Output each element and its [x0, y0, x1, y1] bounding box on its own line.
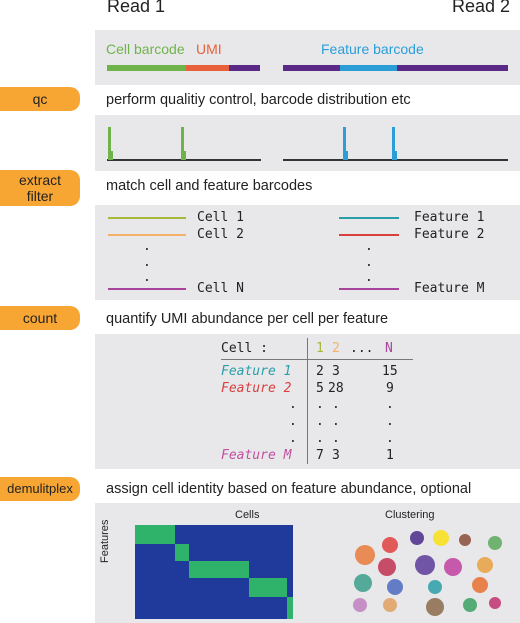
- table-header-rule: [221, 359, 413, 360]
- feature-dot: .: [365, 270, 373, 285]
- umi-label: UMI: [196, 41, 222, 57]
- table-col-n: N: [385, 341, 393, 356]
- step-demux-description: assign cell identity based on feature ab…: [106, 481, 471, 497]
- cell-1-line: [108, 217, 186, 219]
- step-qc-pill: qc: [0, 87, 80, 111]
- read2-label: Read 2: [452, 0, 510, 17]
- step-extract-description: match cell and feature barcodes: [106, 178, 312, 194]
- cell-2-line: [108, 234, 186, 236]
- step-qc-description: perform qualitiy control, barcode distri…: [106, 92, 411, 108]
- table-dot: .: [332, 431, 340, 446]
- count-table-panel: Cell : 1 2 ... N Feature 1 2 3 15 Featur…: [95, 334, 520, 469]
- cell-barcode-label: Cell barcode: [106, 41, 185, 57]
- cell-1-label: Cell 1: [197, 210, 244, 225]
- cell-dot: .: [143, 255, 151, 270]
- table-col-ellipsis: ...: [350, 341, 373, 356]
- barcode-matching-panel: Cell 1 Cell 2 . . . Cell N Feature 1 Fea…: [95, 205, 520, 300]
- barcode-distribution-plot: [95, 115, 520, 171]
- table-dot: .: [289, 414, 297, 429]
- feature-dot: .: [365, 239, 373, 254]
- table-dot: .: [332, 414, 340, 429]
- table-cell: 1: [386, 448, 394, 463]
- table-dot: .: [289, 431, 297, 446]
- feature-barcode-segment: [340, 65, 397, 71]
- table-row-label: Feature 2: [221, 381, 291, 396]
- cell-n-line: [108, 288, 186, 290]
- read1-label: Read 1: [107, 0, 165, 17]
- table-dot: .: [316, 414, 324, 429]
- feature-1-label: Feature 1: [414, 210, 484, 225]
- table-cell: 15: [382, 364, 398, 379]
- feature-2-line: [339, 234, 399, 236]
- read2-tail-segment: [397, 65, 508, 71]
- feature-2-label: Feature 2: [414, 227, 484, 242]
- table-cell: 5: [316, 381, 324, 396]
- table-header-label: Cell :: [221, 341, 268, 356]
- read-structure-panel: Cell barcode UMI Feature barcode: [95, 30, 520, 85]
- step-count-description: quantify UMI abundance per cell per feat…: [106, 311, 388, 327]
- table-row-label: Feature 1: [221, 364, 291, 379]
- table-dot: .: [386, 431, 394, 446]
- heatmap-title: Cells: [235, 509, 259, 521]
- table-dot: .: [332, 397, 340, 412]
- feature-1-line: [339, 217, 399, 219]
- umi-segment: [186, 65, 229, 71]
- step-demux-pill: demulitplex: [0, 477, 80, 501]
- step-extract-pill: extract filter: [0, 170, 80, 206]
- table-dot: .: [289, 397, 297, 412]
- table-col-1: 1: [316, 341, 324, 356]
- feature-m-line: [339, 288, 399, 290]
- table-row-label: Feature M: [221, 448, 291, 463]
- table-col-2: 2: [332, 341, 340, 356]
- clustering-title: Clustering: [385, 509, 435, 521]
- table-cell: 3: [332, 364, 340, 379]
- cluster-points: [353, 530, 502, 616]
- clustering-plot: [335, 525, 515, 620]
- table-dot: .: [316, 431, 324, 446]
- cell-2-label: Cell 2: [197, 227, 244, 242]
- cell-barcode-segment: [107, 65, 186, 71]
- table-dot: .: [386, 397, 394, 412]
- read2-head-segment: [283, 65, 340, 71]
- table-cell: 9: [386, 381, 394, 396]
- table-cell: 3: [332, 448, 340, 463]
- qc-distribution-panel: [95, 115, 520, 171]
- table-dot: .: [386, 414, 394, 429]
- table-column-rule: [307, 338, 308, 464]
- heatmap-ylabel: Features: [99, 520, 111, 563]
- feature-barcode-label: Feature barcode: [321, 41, 424, 57]
- table-cell: 7: [316, 448, 324, 463]
- feature-dot: .: [365, 255, 373, 270]
- table-dot: .: [316, 397, 324, 412]
- table-cell: 2: [316, 364, 324, 379]
- feature-m-label: Feature M: [414, 281, 484, 296]
- table-cell: 28: [328, 381, 344, 396]
- feature-heatmap: [135, 525, 295, 620]
- read1-tail-segment: [229, 65, 260, 71]
- cell-dot: .: [143, 239, 151, 254]
- step-count-pill: count: [0, 306, 80, 330]
- demux-panel: Cells Features Clustering: [95, 503, 520, 623]
- cell-n-label: Cell N: [197, 281, 244, 296]
- cell-dot: .: [143, 270, 151, 285]
